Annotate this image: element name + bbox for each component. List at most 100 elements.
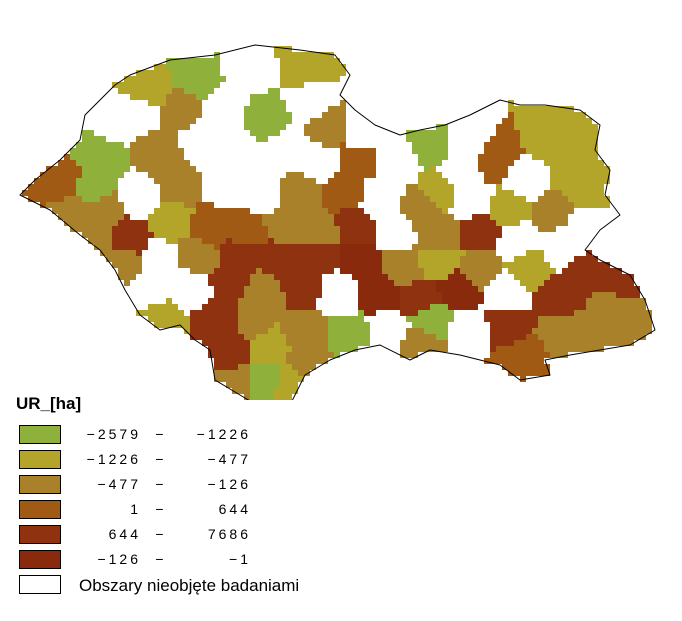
map-cell xyxy=(310,244,316,250)
map-cell xyxy=(316,286,322,292)
map-cell xyxy=(274,190,280,196)
map-cell xyxy=(190,112,196,118)
map-cell xyxy=(472,250,478,256)
map-cell xyxy=(442,292,448,298)
map-cell xyxy=(190,58,196,64)
map-cell xyxy=(520,244,526,250)
map-cell xyxy=(244,286,250,292)
map-cell xyxy=(334,160,340,166)
map-cell xyxy=(298,100,304,106)
map-cell xyxy=(574,328,580,334)
map-cell xyxy=(244,340,250,346)
map-cell xyxy=(214,220,220,226)
map-cell xyxy=(598,214,604,220)
map-cell xyxy=(568,154,574,160)
map-cell xyxy=(142,148,148,154)
map-cell xyxy=(124,286,130,292)
map-cell xyxy=(538,262,544,268)
map-cell xyxy=(478,166,484,172)
map-cell xyxy=(358,322,364,328)
map-cell xyxy=(334,298,340,304)
map-cell xyxy=(274,364,280,370)
map-cell xyxy=(328,94,334,100)
map-cell xyxy=(178,274,184,280)
map-cell xyxy=(148,124,154,130)
map-cell xyxy=(586,274,592,280)
map-cell xyxy=(106,172,112,178)
map-cell xyxy=(550,262,556,268)
map-cell xyxy=(490,232,496,238)
map-cell xyxy=(568,334,574,340)
map-cell xyxy=(124,172,130,178)
map-cell xyxy=(136,136,142,142)
map-cell xyxy=(490,292,496,298)
map-cell xyxy=(202,250,208,256)
map-cell xyxy=(214,202,220,208)
map-cell xyxy=(484,184,490,190)
map-cell xyxy=(226,286,232,292)
map-cell xyxy=(502,220,508,226)
map-cell xyxy=(214,268,220,274)
map-cell xyxy=(334,100,340,106)
map-cell xyxy=(160,274,166,280)
map-cell xyxy=(334,346,340,352)
map-cell xyxy=(478,322,484,328)
map-cell xyxy=(466,208,472,214)
map-cell xyxy=(292,208,298,214)
map-cell xyxy=(364,322,370,328)
map-cell xyxy=(526,340,532,346)
map-cell xyxy=(418,256,424,262)
map-cell xyxy=(478,196,484,202)
map-cell xyxy=(286,124,292,130)
map-cell xyxy=(304,166,310,172)
map-cell xyxy=(562,286,568,292)
map-cell xyxy=(130,298,136,304)
map-cell xyxy=(340,148,346,154)
map-cell xyxy=(286,376,292,382)
map-cell xyxy=(358,280,364,286)
map-cell xyxy=(484,346,490,352)
map-cell xyxy=(190,190,196,196)
map-cell xyxy=(208,298,214,304)
map-cell xyxy=(514,196,520,202)
map-cell xyxy=(244,184,250,190)
map-cell xyxy=(442,250,448,256)
map-cell xyxy=(364,196,370,202)
map-cell xyxy=(226,304,232,310)
map-cell xyxy=(400,244,406,250)
legend-range-separator: − xyxy=(155,526,167,542)
map-cell xyxy=(142,280,148,286)
map-cell xyxy=(418,202,424,208)
map-cell xyxy=(430,334,436,340)
map-cell xyxy=(496,148,502,154)
map-cell xyxy=(214,310,220,316)
map-cell xyxy=(220,328,226,334)
map-cell xyxy=(160,82,166,88)
map-cell xyxy=(556,256,562,262)
map-cell xyxy=(124,118,130,124)
map-cell xyxy=(70,148,76,154)
map-cell xyxy=(604,202,610,208)
map-cell xyxy=(226,256,232,262)
map-cell xyxy=(166,280,172,286)
map-cell xyxy=(166,202,172,208)
map-cell xyxy=(232,214,238,220)
map-cell xyxy=(64,202,70,208)
map-cell xyxy=(154,208,160,214)
map-cell xyxy=(436,196,442,202)
map-cell xyxy=(208,154,214,160)
map-cell xyxy=(532,148,538,154)
map-cell xyxy=(292,250,298,256)
map-cell xyxy=(322,172,328,178)
map-cell xyxy=(292,388,298,394)
map-cell xyxy=(154,148,160,154)
map-cell xyxy=(322,100,328,106)
map-cell xyxy=(208,334,214,340)
map-cell xyxy=(298,136,304,142)
map-cell xyxy=(436,178,442,184)
map-cell xyxy=(262,286,268,292)
map-cell xyxy=(448,268,454,274)
legend-range-low: −477 xyxy=(97,476,141,492)
map-cell xyxy=(538,274,544,280)
map-cell xyxy=(352,214,358,220)
